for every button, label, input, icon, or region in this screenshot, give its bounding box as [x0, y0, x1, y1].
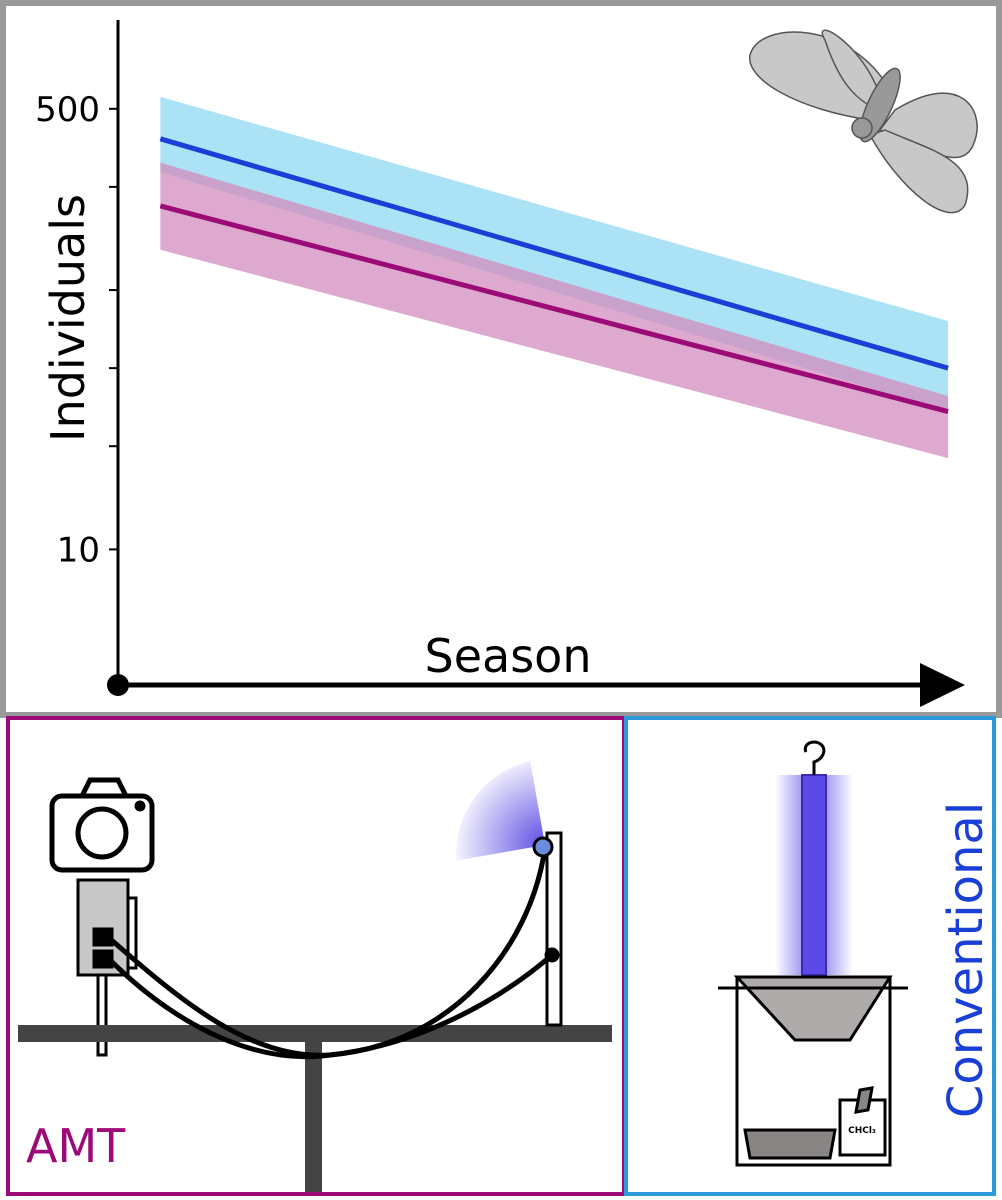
- y-axis-label: Individuals: [41, 194, 95, 442]
- chart-frame: [0, 0, 1002, 718]
- chcl3-label: CHCl₃: [848, 1126, 876, 1136]
- x-axis-label: Season: [425, 629, 592, 683]
- conventional-panel: [624, 716, 996, 1196]
- amt-label: AMT: [26, 1119, 126, 1173]
- amt-illustration: [18, 761, 612, 1192]
- conventional-label: Conventional: [938, 802, 994, 1118]
- axis-origin: [107, 674, 129, 696]
- trend-line: [159, 136, 949, 371]
- trend-line: [159, 203, 949, 414]
- plot: 10 500 Individuals Season: [35, 20, 965, 707]
- y-tick-label: 10: [57, 530, 100, 570]
- conventional-illustration: CHCl₃: [718, 740, 908, 1167]
- x-axis-arrow: [920, 663, 965, 707]
- y-tick-label: 500: [35, 90, 100, 130]
- butterfly: [749, 29, 978, 214]
